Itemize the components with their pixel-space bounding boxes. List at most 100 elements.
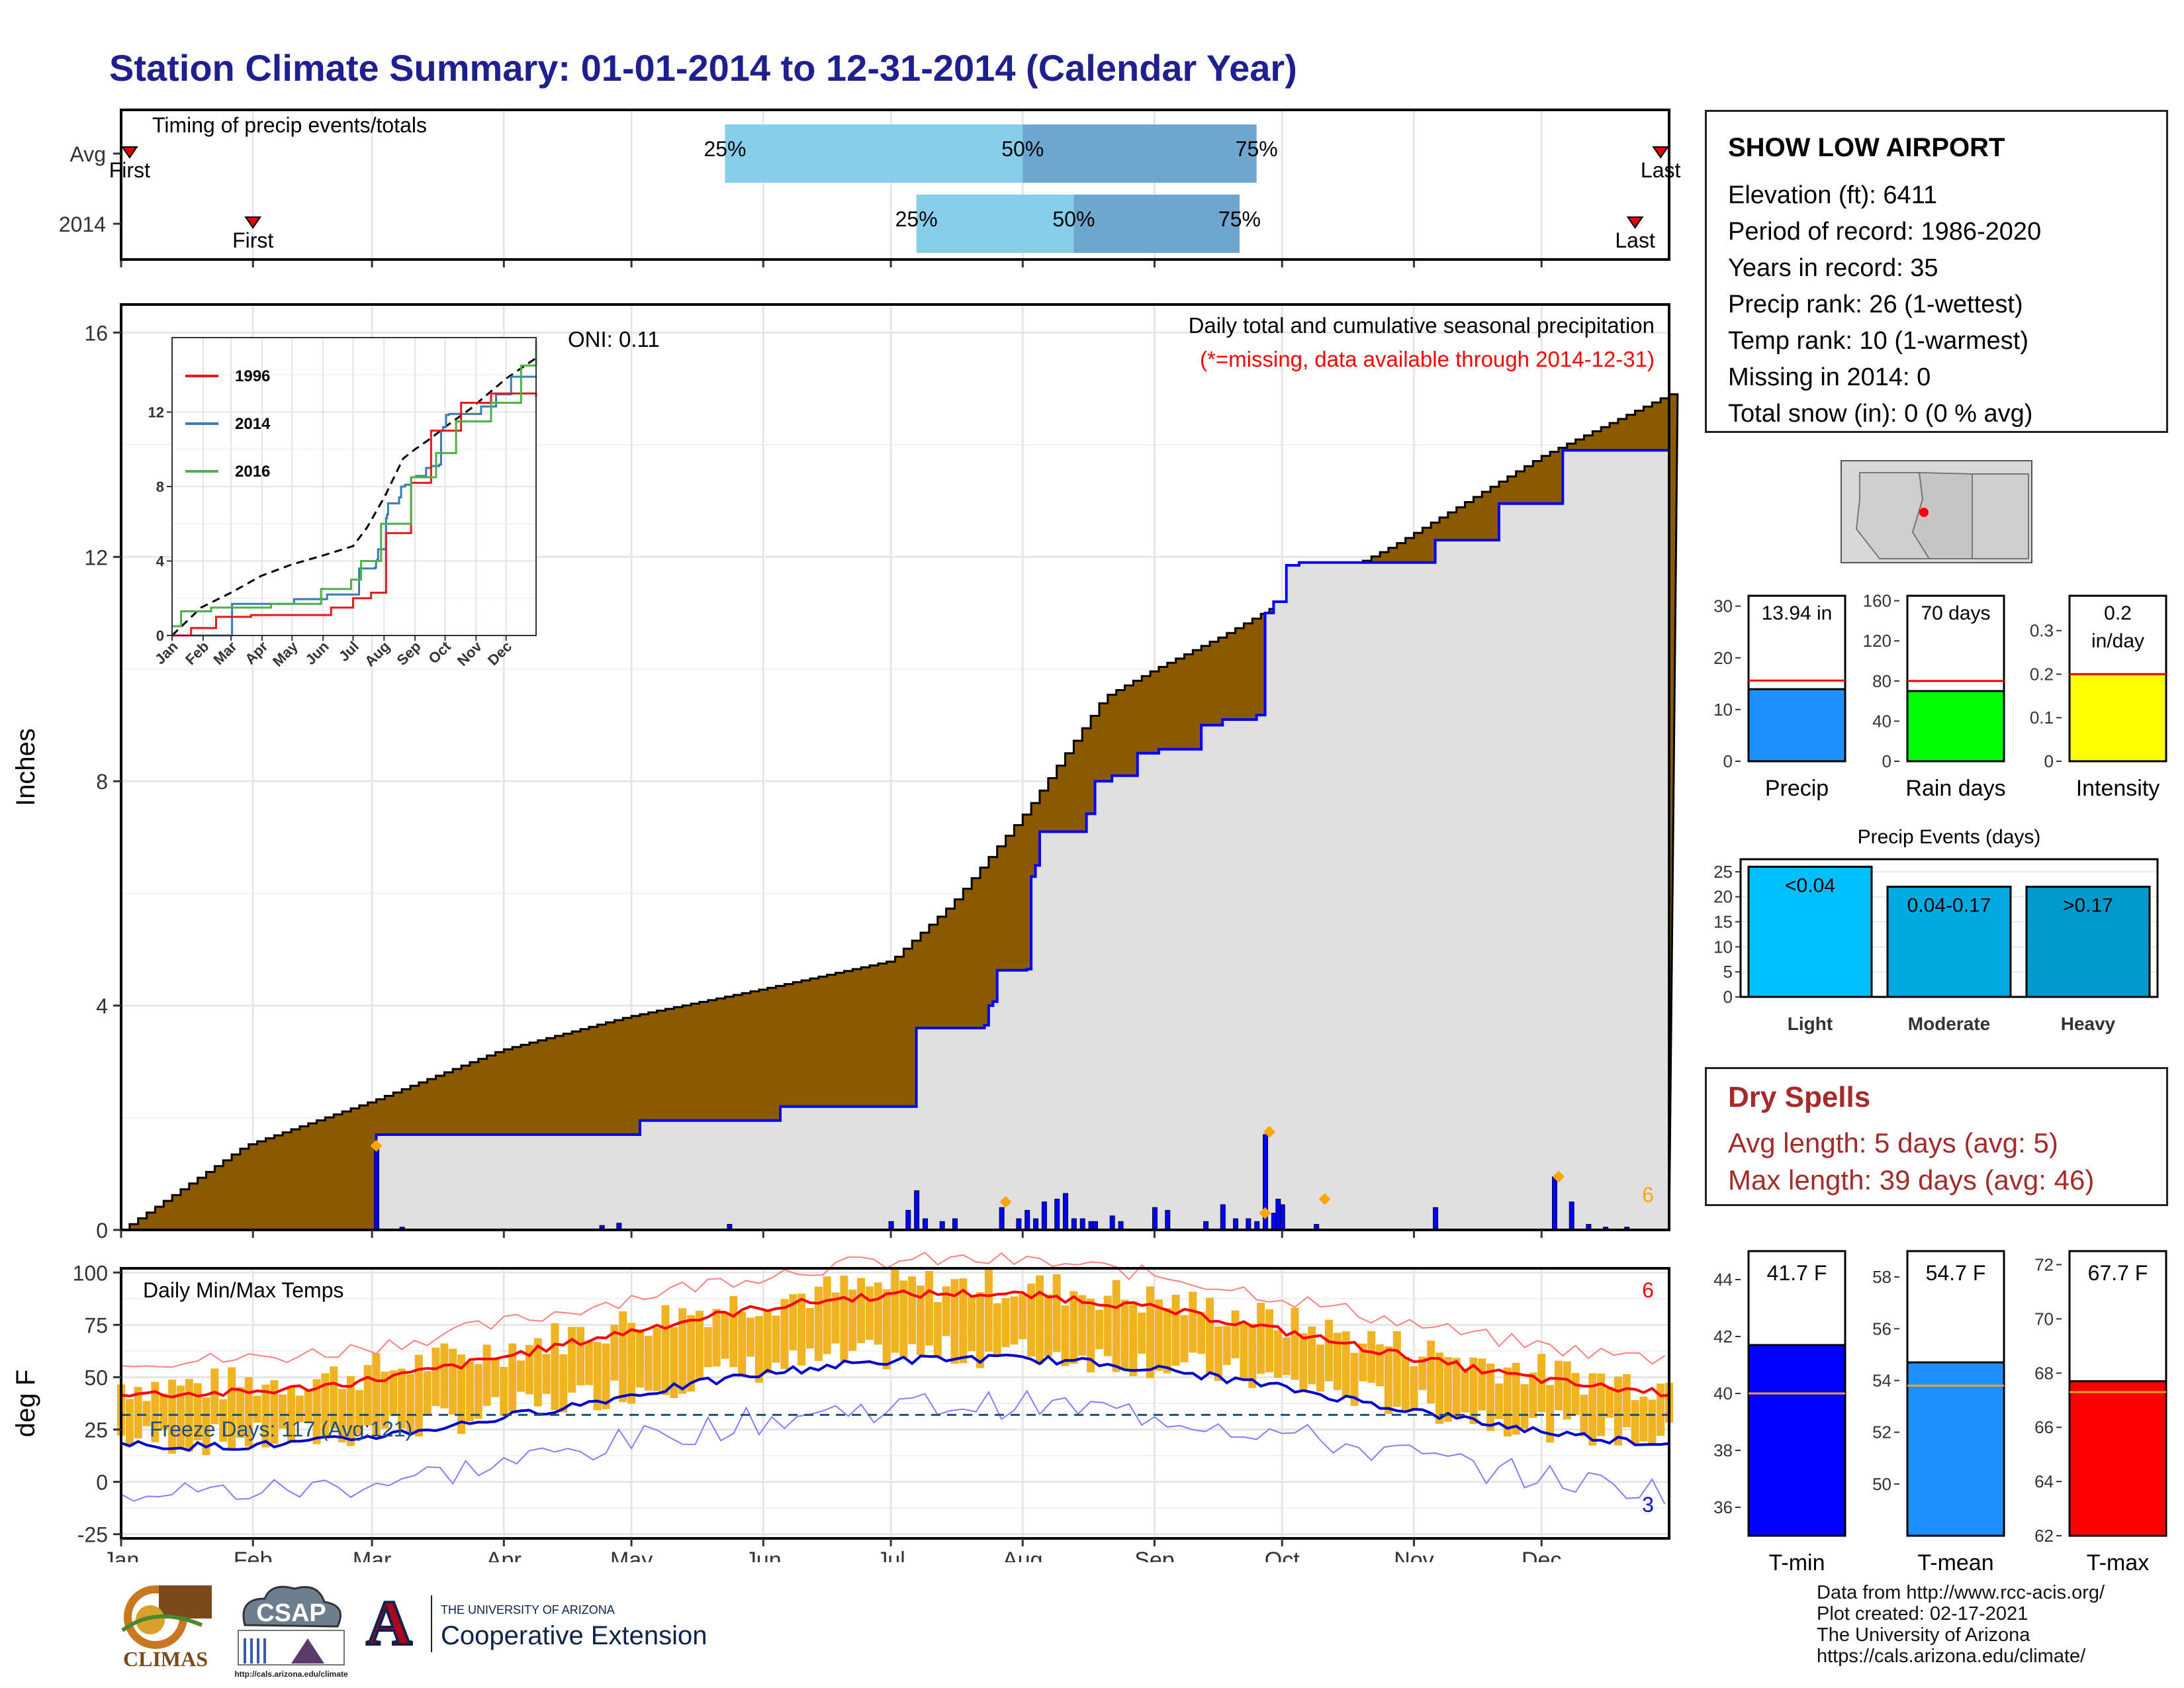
daily-precip-bar bbox=[1569, 1201, 1574, 1231]
temps-panel: -25 0 25 50 75 100 Jan Feb Mar Apr May Jun Jul Aug Sep… bbox=[11, 1251, 1673, 1562]
inset-month-label: Aug bbox=[361, 638, 393, 670]
y-axis-label: Inches bbox=[11, 728, 40, 806]
summary-y-tick-label: 10 bbox=[1713, 700, 1733, 720]
temp-bar bbox=[2068, 1380, 2167, 1537]
y-tick-label: 16 bbox=[84, 321, 108, 345]
daily-precip-bar bbox=[1033, 1218, 1039, 1231]
daily-precip-bar bbox=[1152, 1207, 1158, 1231]
daily-precip-bar bbox=[1054, 1198, 1060, 1231]
inset-y-tick-label: 12 bbox=[148, 404, 164, 421]
inset-month-label: Mar bbox=[210, 638, 240, 669]
temps-y-tick-label: 50 bbox=[84, 1366, 108, 1389]
daily-precip-bar bbox=[952, 1218, 958, 1231]
temps-corner-top: 6 bbox=[1642, 1278, 1654, 1302]
extreme-marker bbox=[999, 1196, 1012, 1208]
temp-bar-y-tick-label: 42 bbox=[1713, 1327, 1733, 1346]
y-tick-label: 0 bbox=[96, 1219, 108, 1243]
summary-bar bbox=[1906, 690, 2005, 763]
dry-spells-avg: Avg length: 5 days (avg: 5) bbox=[1728, 1127, 2058, 1158]
daily-precip-bar bbox=[1165, 1209, 1171, 1231]
freeze-days-label: Freeze Days: 117 (Avg:121) bbox=[150, 1417, 412, 1441]
obs-cumulative-line bbox=[121, 447, 1670, 1231]
station-line: Elevation (ft): 6411 bbox=[1728, 181, 1938, 209]
extreme-marker bbox=[1552, 1170, 1565, 1183]
temp-bar-y-tick-label: 44 bbox=[1713, 1270, 1733, 1289]
inset-y-tick-label: 0 bbox=[156, 628, 164, 644]
summary-y-tick-label: 0.3 bbox=[2030, 621, 2054, 641]
daily-precip-bar bbox=[1041, 1201, 1047, 1231]
event-bar-label: 0.04-0.17 bbox=[1907, 895, 1991, 917]
temps-border bbox=[120, 1267, 1670, 1540]
temp-bar-y-tick-label: 56 bbox=[1872, 1319, 1891, 1338]
daily-precip-bar bbox=[1024, 1209, 1030, 1231]
daily-precip-bar bbox=[999, 1207, 1005, 1231]
daily-precip-bar bbox=[1063, 1193, 1069, 1231]
daily-precip-bar bbox=[1233, 1218, 1239, 1231]
first-label: First bbox=[109, 158, 150, 182]
timing-25-label: 25% bbox=[895, 207, 938, 231]
extreme-marker bbox=[1318, 1193, 1331, 1205]
month-label: Aug bbox=[1003, 1548, 1043, 1562]
temp-value-label: 67.7 F bbox=[2088, 1261, 2148, 1285]
event-bar bbox=[2025, 886, 2151, 998]
daily-precip-bar bbox=[1079, 1218, 1085, 1231]
month-label: Apr bbox=[486, 1548, 522, 1562]
state-locator-map bbox=[1841, 460, 2032, 563]
station-info-box: SHOW LOW AIRPORT Elevation (ft): 6411 Per… bbox=[1705, 110, 2168, 433]
inset-line-2016 bbox=[172, 341, 537, 628]
credit-line: The University of Arizona bbox=[1817, 1624, 2030, 1646]
summary-y-tick-label: 0.2 bbox=[2030, 664, 2054, 684]
temps-y-tick-label: 75 bbox=[84, 1313, 108, 1337]
summary-y-tick-label: 80 bbox=[1872, 671, 1891, 691]
summary-value-label: 70 days bbox=[1921, 602, 1990, 624]
timing-50-label: 50% bbox=[1001, 137, 1044, 161]
legend-label: 2014 bbox=[235, 415, 271, 433]
station-line: Temp rank: 10 (1-warmest) bbox=[1728, 327, 2029, 355]
csap-text: CSAP bbox=[256, 1599, 326, 1627]
last-label: Last bbox=[1641, 158, 1681, 182]
temp-bar-y-tick-label: 58 bbox=[1872, 1267, 1891, 1287]
inset-line-2014 bbox=[172, 375, 537, 637]
daily-precip-bar bbox=[1109, 1215, 1115, 1231]
legend-label: 1996 bbox=[235, 367, 270, 385]
summary-x-label: Rain days bbox=[1905, 776, 2005, 801]
temp-bar-y-tick-label: 64 bbox=[2034, 1472, 2054, 1491]
daily-precip-bar bbox=[922, 1218, 928, 1231]
avg-tmin-line bbox=[120, 1353, 1670, 1452]
inset-month-label: Apr bbox=[242, 638, 271, 668]
summary-value-label: 13.94 in bbox=[1762, 602, 1833, 624]
daily-precip-bar bbox=[1552, 1176, 1558, 1231]
ua-bottom-text: Cooperative Extension bbox=[441, 1621, 707, 1650]
inset-line-1996 bbox=[172, 392, 537, 637]
event-bar bbox=[1886, 886, 2012, 998]
temps-title: Daily Min/Max Temps bbox=[143, 1278, 343, 1302]
inset-month-label: May bbox=[269, 637, 301, 669]
credit-line: Data from http://www.rcc-acis.org/ bbox=[1817, 1582, 2105, 1603]
timing-row-label: Avg bbox=[69, 142, 106, 166]
month-label: May bbox=[610, 1548, 653, 1562]
temps-y-tick-label: 100 bbox=[73, 1261, 108, 1285]
temps-y-tick-label: -25 bbox=[77, 1523, 108, 1547]
month-label: Mar bbox=[353, 1548, 392, 1562]
inset-avg-line bbox=[171, 357, 537, 637]
summary-y-tick-label: 40 bbox=[1872, 711, 1891, 731]
extreme-marker bbox=[1259, 1207, 1271, 1219]
temp-x-label: T-mean bbox=[1917, 1550, 1993, 1575]
station-location-dot bbox=[1919, 508, 1929, 517]
temp-bar-y-tick-label: 54 bbox=[1872, 1370, 1891, 1390]
extreme-marker bbox=[370, 1139, 383, 1152]
summary-value-label: in/day bbox=[2091, 630, 2144, 652]
temp-x-label: T-max bbox=[2087, 1550, 2149, 1575]
station-line: Precip rank: 26 (1-wettest) bbox=[1728, 291, 2023, 318]
timing-bar-q1 bbox=[725, 124, 1023, 183]
event-bar-label: >0.17 bbox=[2063, 895, 2113, 917]
summary-y-tick-label: 0 bbox=[2044, 751, 2054, 771]
summary-x-label: Intensity bbox=[2076, 776, 2160, 801]
timing-panel: Timing of precip events/totals Avg 25% 50% 7… bbox=[59, 109, 1681, 267]
month-label: Jan bbox=[103, 1548, 140, 1562]
summary-x-label: Precip bbox=[1765, 776, 1829, 801]
avg-tmax-line bbox=[120, 1288, 1670, 1399]
daily-precip-bar bbox=[1016, 1218, 1022, 1231]
timing-bar-q2 bbox=[1023, 124, 1257, 183]
event-category-label: Moderate bbox=[1908, 1013, 1990, 1034]
